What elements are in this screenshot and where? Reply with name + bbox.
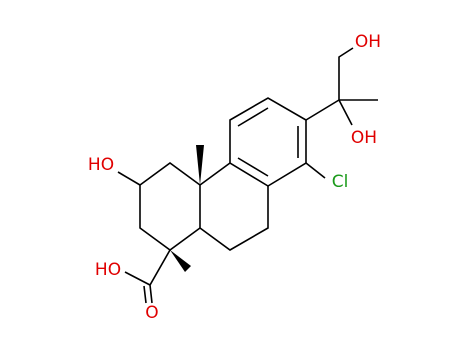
bonds (117, 47, 378, 304)
wedge-bond (170, 250, 191, 272)
atom-label: HO (95, 260, 121, 280)
atom-label: O (145, 303, 158, 323)
wedge-bond (196, 145, 204, 185)
atom-label: OH (351, 128, 377, 148)
atom-label: HO (88, 155, 114, 175)
atom-label: Cl (332, 172, 349, 192)
atom-label: OH (355, 32, 381, 52)
